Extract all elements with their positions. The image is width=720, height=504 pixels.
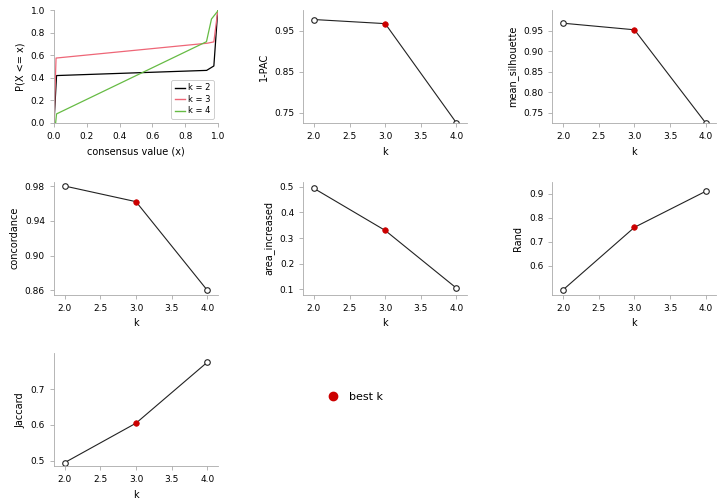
X-axis label: k: k [382, 318, 388, 328]
Legend: k = 2, k = 3, k = 4: k = 2, k = 3, k = 4 [171, 80, 214, 119]
Y-axis label: mean_silhouette: mean_silhouette [507, 26, 518, 107]
Y-axis label: 1-PAC: 1-PAC [258, 52, 269, 81]
X-axis label: k: k [631, 147, 637, 157]
X-axis label: consensus value (x): consensus value (x) [87, 147, 185, 157]
Y-axis label: area_increased: area_increased [264, 201, 274, 275]
Y-axis label: Jaccard: Jaccard [15, 392, 25, 427]
X-axis label: k: k [133, 490, 139, 500]
Y-axis label: P(X <= x): P(X <= x) [15, 42, 25, 91]
Y-axis label: Rand: Rand [513, 226, 523, 250]
Y-axis label: concordance: concordance [9, 207, 19, 269]
X-axis label: k: k [631, 318, 637, 328]
X-axis label: k: k [382, 147, 388, 157]
X-axis label: k: k [133, 318, 139, 328]
Legend: best k: best k [317, 387, 387, 406]
